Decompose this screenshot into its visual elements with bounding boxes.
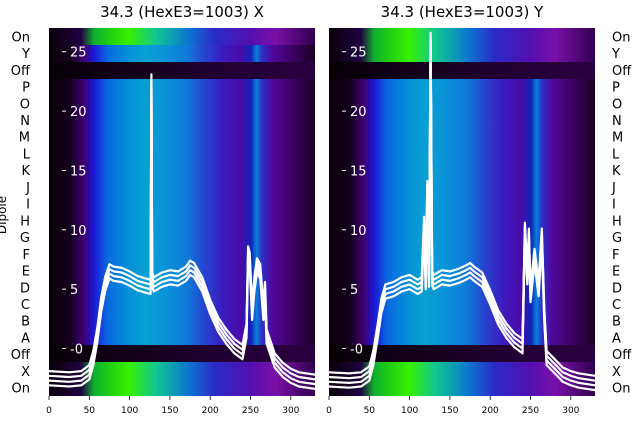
chart-title: 34.3 (HexE3=1003) X [100,3,264,21]
y-category-label: Y [611,47,620,62]
y-category-label: G [612,231,622,246]
x-tick-label: 300 [282,406,299,416]
overlay-tick-label: 20 [350,105,367,120]
y-category-label: E [612,265,620,280]
y-category-label: P [612,81,620,96]
y-category-label: D [612,281,622,296]
heatmap-row-on-top [49,28,315,45]
heatmap-row-off-top [49,62,315,79]
overlay-trace-3 [48,73,316,376]
y-category-label: M [19,131,30,146]
y-category-label: On [612,30,630,45]
y-category-label: B [21,315,30,330]
overlay-trace-3 [328,31,596,377]
y-category-label: K [21,164,30,179]
y-category-label: H [612,214,622,229]
heatmap-body [49,28,315,396]
overlay-series [328,31,596,392]
overlay-tick-labels: -0 5 10 15 20 25 [342,46,367,358]
heatmap-row-off-top [329,62,595,79]
x-tick-label: 100 [121,406,138,416]
y-axis-label: Dipole [0,196,9,234]
y-category-label: O [20,97,30,112]
y-category-label: Off [612,64,632,79]
x-tick-label: 150 [161,406,178,416]
y-category-label: F [612,248,619,263]
x-tick-label: 250 [522,406,539,416]
y-category-label: M [612,131,623,146]
y-category-label: O [612,97,622,112]
chart-title: 34.3 (HexE3=1003) Y [381,3,545,21]
overlay-tick-label: 15 [70,164,87,179]
y-category-label: A [612,331,621,346]
y-category-label: P [22,81,30,96]
overlay-tick-label: -0 [350,343,363,358]
overlay-tick-label: 15 [350,164,367,179]
y-category-label: B [612,315,621,330]
overlay-tick-label: 20 [70,105,87,120]
y-category-label: L [23,147,31,162]
x-tick-label: 300 [562,406,579,416]
x-tick-label: 200 [202,406,219,416]
heatmap-row-off-bottom [49,345,315,362]
x-tick-label: 150 [441,406,458,416]
overlay-tick-label: 5 [350,283,358,298]
y-category-label: C [612,298,621,313]
overlay-tick-label: 25 [350,46,367,61]
y-category-label: E [22,265,30,280]
overlay-tick-label: 10 [350,224,367,239]
y-category-label: Off [612,348,632,363]
y-category-label: On [612,382,630,397]
y-category-label: Off [11,348,31,363]
y-category-label: H [20,214,30,229]
y-category-label: N [20,114,30,129]
y-category-label: J [611,181,616,196]
y-category-label: K [612,164,621,179]
overlay-tick-label: -0 [70,343,83,358]
overlay-tick-label: 10 [70,224,87,239]
y-category-label: J [25,181,30,196]
x-tick-label: 100 [401,406,418,416]
heatmap-panel-x: 34.3 (HexE3=1003) X Dipole On Y Off PONMLKJ… [0,3,316,416]
overlay-tick-label: 5 [70,283,78,298]
y-category-label: On [12,30,30,45]
y-category-label: L [612,147,620,162]
heatmap-panel-y: 34.3 (HexE3=1003) Y On Y Off PONMLKJIHGFEDC… [326,3,632,416]
x-tick-label: 0 [46,406,52,416]
heatmap-row-off-bottom [329,345,595,362]
x-tick-labels: 0 50 100 150 200 250 300 [46,396,300,416]
y-category-label: On [12,382,30,397]
x-tick-label: 50 [84,406,96,416]
y-category-label: N [612,114,622,129]
y-category-label: I [612,198,616,213]
y-category-label: G [20,231,30,246]
x-tick-label: 50 [364,406,376,416]
y-category-label: Off [11,64,31,79]
y-category-label: X [21,365,30,380]
overlay-tick-label: 25 [70,46,87,61]
y-category-label: F [23,248,30,263]
y-category-label: Y [21,47,30,62]
x-tick-labels: 0 50 100 150 200 250 300 [326,396,580,416]
y-category-label: A [21,331,30,346]
overlay-series [48,73,316,390]
x-tick-label: 200 [482,406,499,416]
y-category-label: I [26,198,30,213]
y-category-label: D [20,281,30,296]
y-category-label: X [612,365,621,380]
x-tick-label: 0 [326,406,332,416]
x-tick-label: 250 [242,406,259,416]
y-category-label: C [21,298,30,313]
heatmap-body [329,28,595,396]
overlay-tick-labels: -0 5 10 15 20 25 [62,46,87,358]
heatmap-row-on-top [329,28,595,62]
